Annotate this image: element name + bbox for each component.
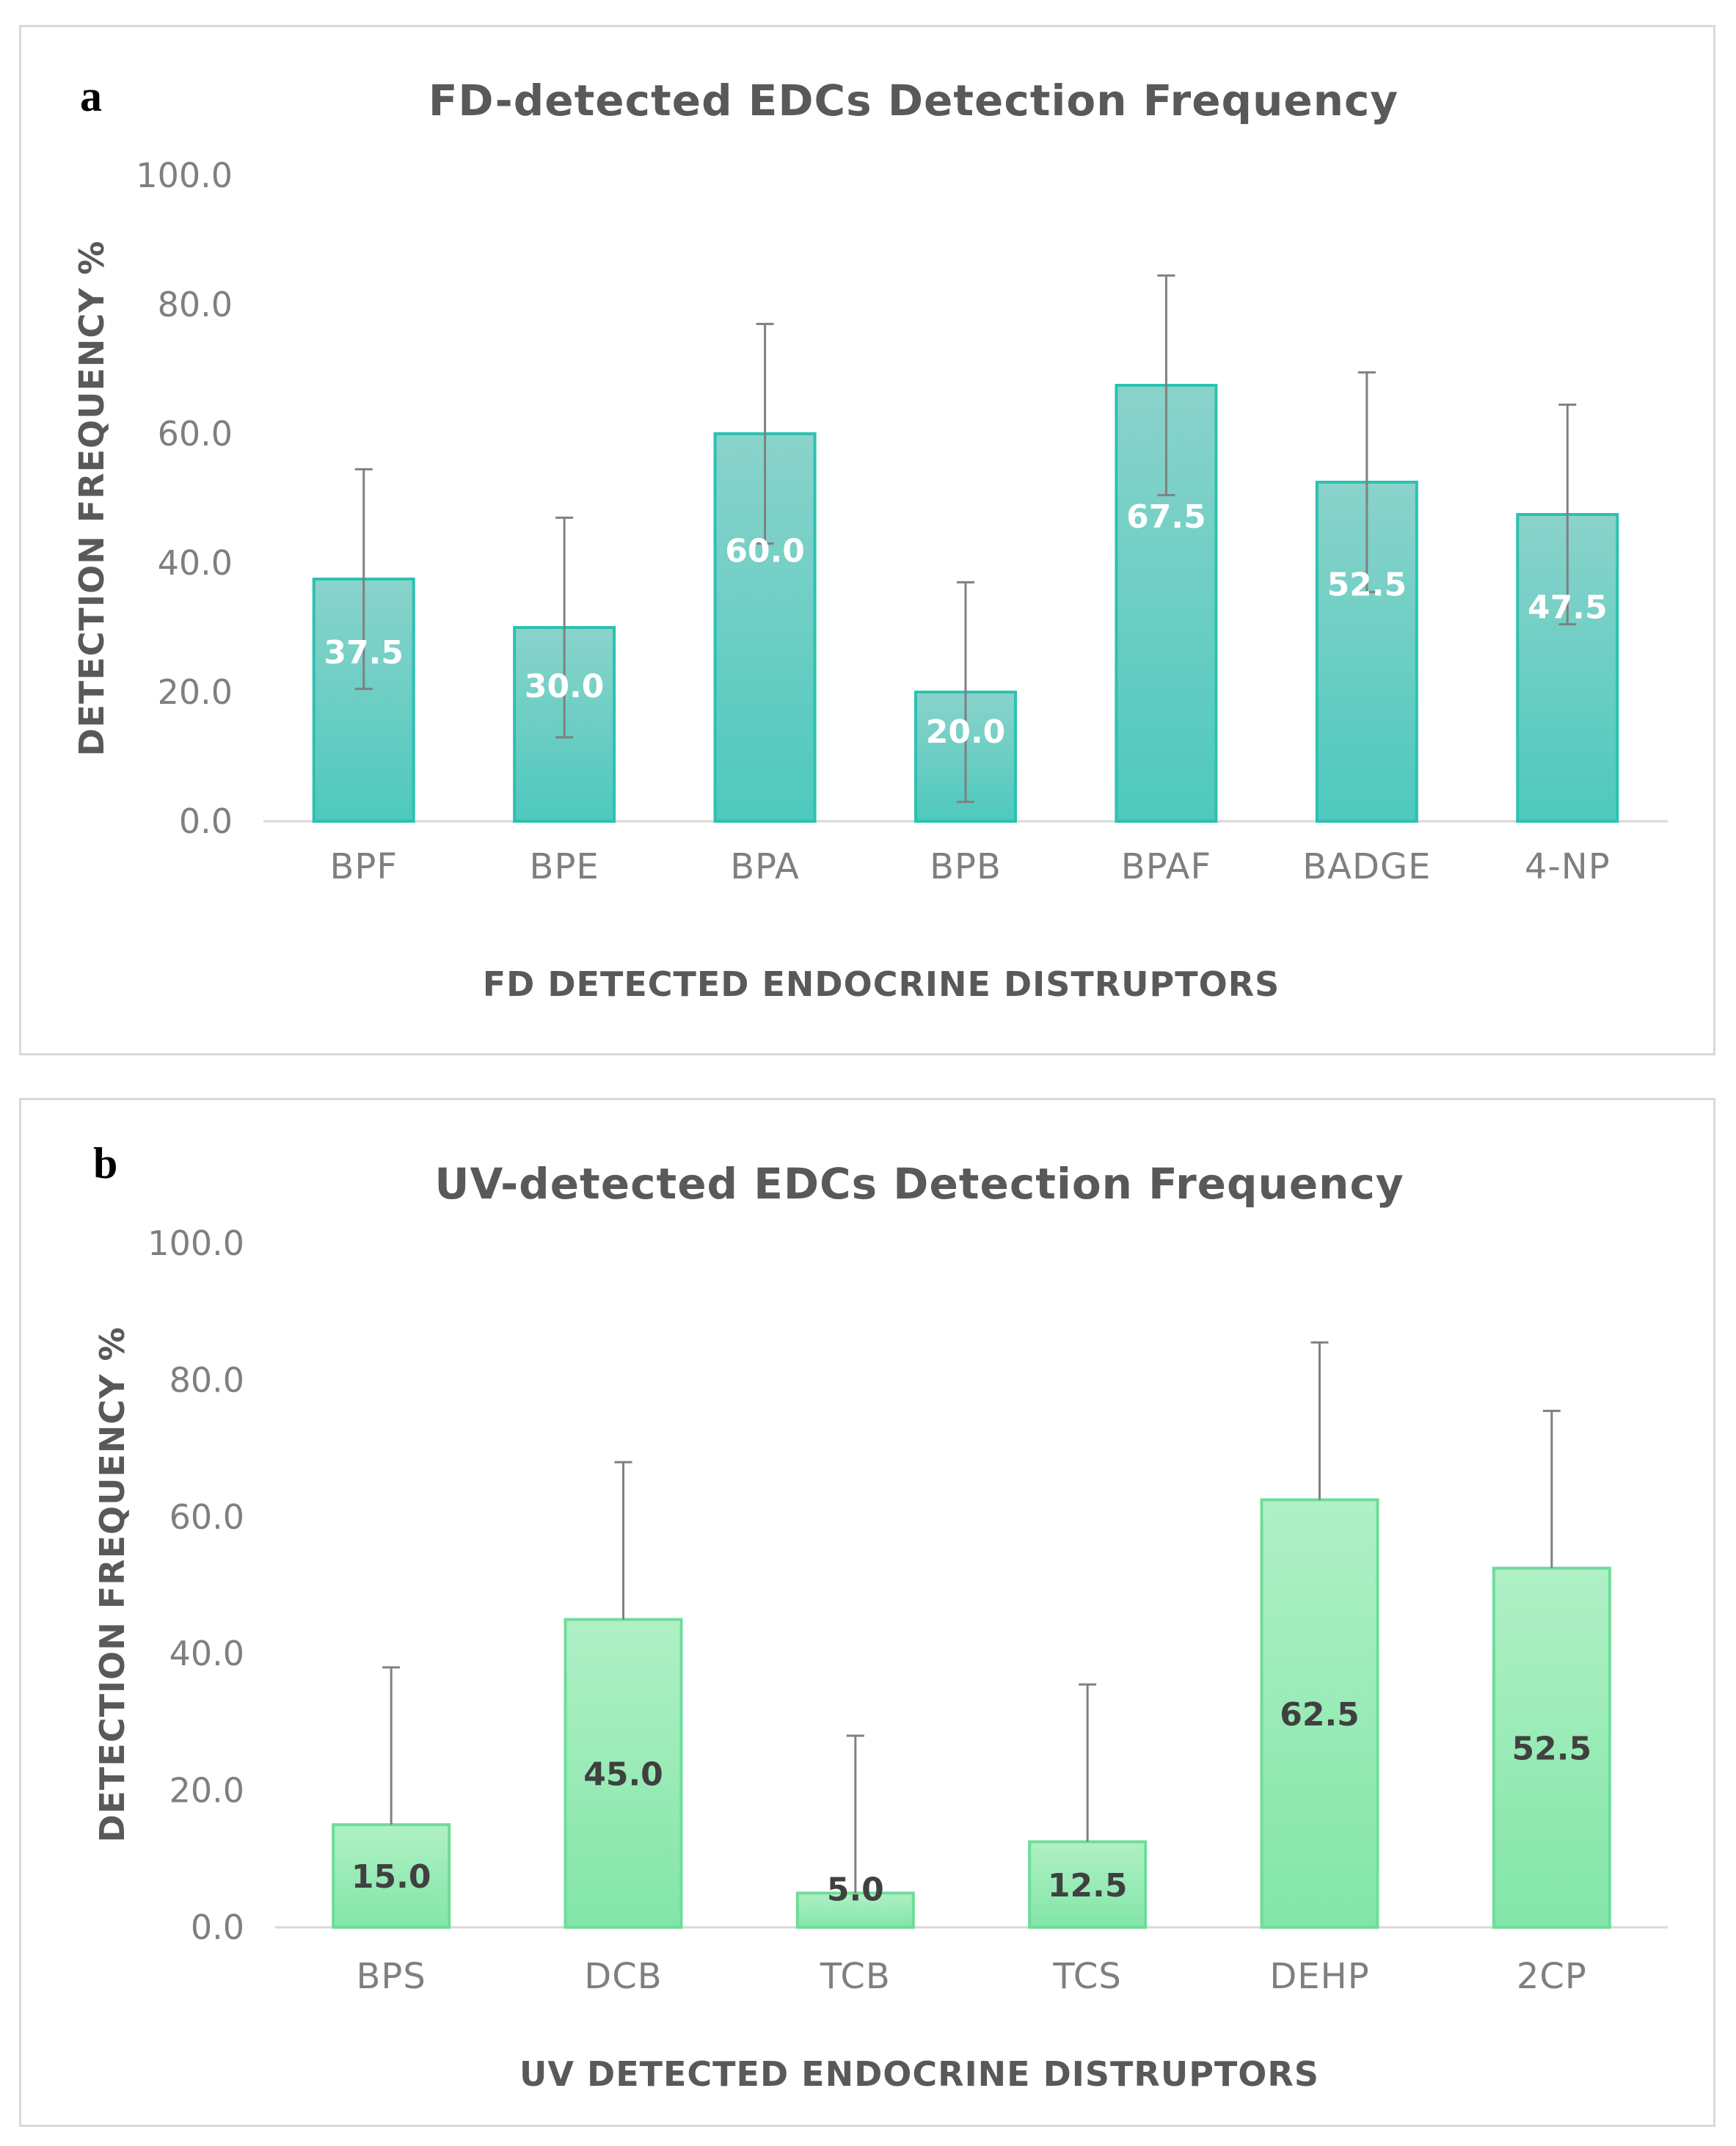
panel-letter-b: b bbox=[93, 1139, 118, 1187]
bar-dehp bbox=[1260, 1498, 1379, 1929]
category-label: BPE bbox=[530, 846, 599, 887]
y-axis-title: DETECTION FREQUENCY % bbox=[92, 1326, 132, 1842]
data-label: 37.5 bbox=[324, 634, 404, 672]
data-label: 15.0 bbox=[351, 1858, 431, 1896]
y-tick-label: 40.0 bbox=[169, 1634, 244, 1673]
category-label: TCB bbox=[820, 1956, 891, 1997]
bar-tcb bbox=[795, 1891, 915, 1929]
uv-chart: UV-detected EDCs Detection Frequency 0.0 2… bbox=[92, 1159, 1668, 2094]
data-label: 12.5 bbox=[1048, 1867, 1128, 1905]
data-label: 52.5 bbox=[1512, 1730, 1592, 1767]
y-tick-label: 60.0 bbox=[158, 414, 233, 454]
data-label: 20.0 bbox=[926, 713, 1006, 751]
y-tick-label: 100.0 bbox=[147, 1223, 244, 1263]
y-tick-label: 20.0 bbox=[169, 1771, 244, 1811]
bar-bpa bbox=[713, 432, 817, 823]
bar-dcb bbox=[564, 1618, 683, 1929]
data-label: 5.0 bbox=[827, 1871, 884, 1908]
y-tick-label: 0.0 bbox=[179, 801, 233, 841]
x-axis-title: UV DETECTED ENDOCRINE DISTRUPTORS bbox=[519, 2054, 1319, 2094]
chart-title: FD-detected EDCs Detection Frequency bbox=[428, 76, 1398, 126]
category-label: BPB bbox=[930, 846, 1002, 887]
category-label: DEHP bbox=[1269, 1956, 1369, 1997]
category-label: BPS bbox=[356, 1956, 426, 1997]
y-tick-label: 0.0 bbox=[191, 1907, 244, 1947]
data-label: 45.0 bbox=[583, 1756, 663, 1793]
data-label: 67.5 bbox=[1126, 498, 1206, 536]
y-tick-label: 80.0 bbox=[169, 1360, 244, 1400]
fd-chart: FD-detected EDCs Detection Frequency 0.0 2… bbox=[72, 76, 1668, 1004]
x-axis-title: FD DETECTED ENDOCRINE DISTRUPTORS bbox=[483, 964, 1280, 1004]
category-label: 2CP bbox=[1517, 1956, 1587, 1997]
data-label: 47.5 bbox=[1528, 589, 1608, 626]
y-tick-label: 80.0 bbox=[158, 285, 233, 324]
data-label: 52.5 bbox=[1327, 567, 1407, 604]
chart-title: UV-detected EDCs Detection Frequency bbox=[434, 1159, 1404, 1209]
y-tick-label: 40.0 bbox=[158, 543, 233, 583]
data-label: 60.0 bbox=[725, 532, 805, 570]
y-tick-label: 20.0 bbox=[158, 672, 233, 712]
y-tick-label: 100.0 bbox=[136, 156, 233, 195]
category-label: BPF bbox=[329, 846, 397, 887]
bar-tcs bbox=[1028, 1840, 1148, 1929]
data-label: 30.0 bbox=[525, 668, 605, 705]
chart-panel-a: a FD-detected EDCs Detection Frequency 0.… bbox=[19, 25, 1715, 1055]
category-label: BPAF bbox=[1121, 846, 1211, 887]
panel-letter-a: a bbox=[80, 72, 102, 120]
chart-panel-b: b UV-detected EDCs Detection Frequency 0.… bbox=[19, 1098, 1715, 2127]
data-label: 62.5 bbox=[1280, 1696, 1360, 1734]
category-label: 4-NP bbox=[1525, 846, 1611, 887]
y-axis-title: DETECTION FREQUENCY % bbox=[72, 240, 112, 756]
y-tick-label: 60.0 bbox=[169, 1497, 244, 1537]
category-label: BADGE bbox=[1302, 846, 1431, 887]
category-label: DCB bbox=[584, 1956, 662, 1997]
category-label: TCS bbox=[1052, 1956, 1122, 1997]
category-label: BPA bbox=[730, 846, 800, 887]
